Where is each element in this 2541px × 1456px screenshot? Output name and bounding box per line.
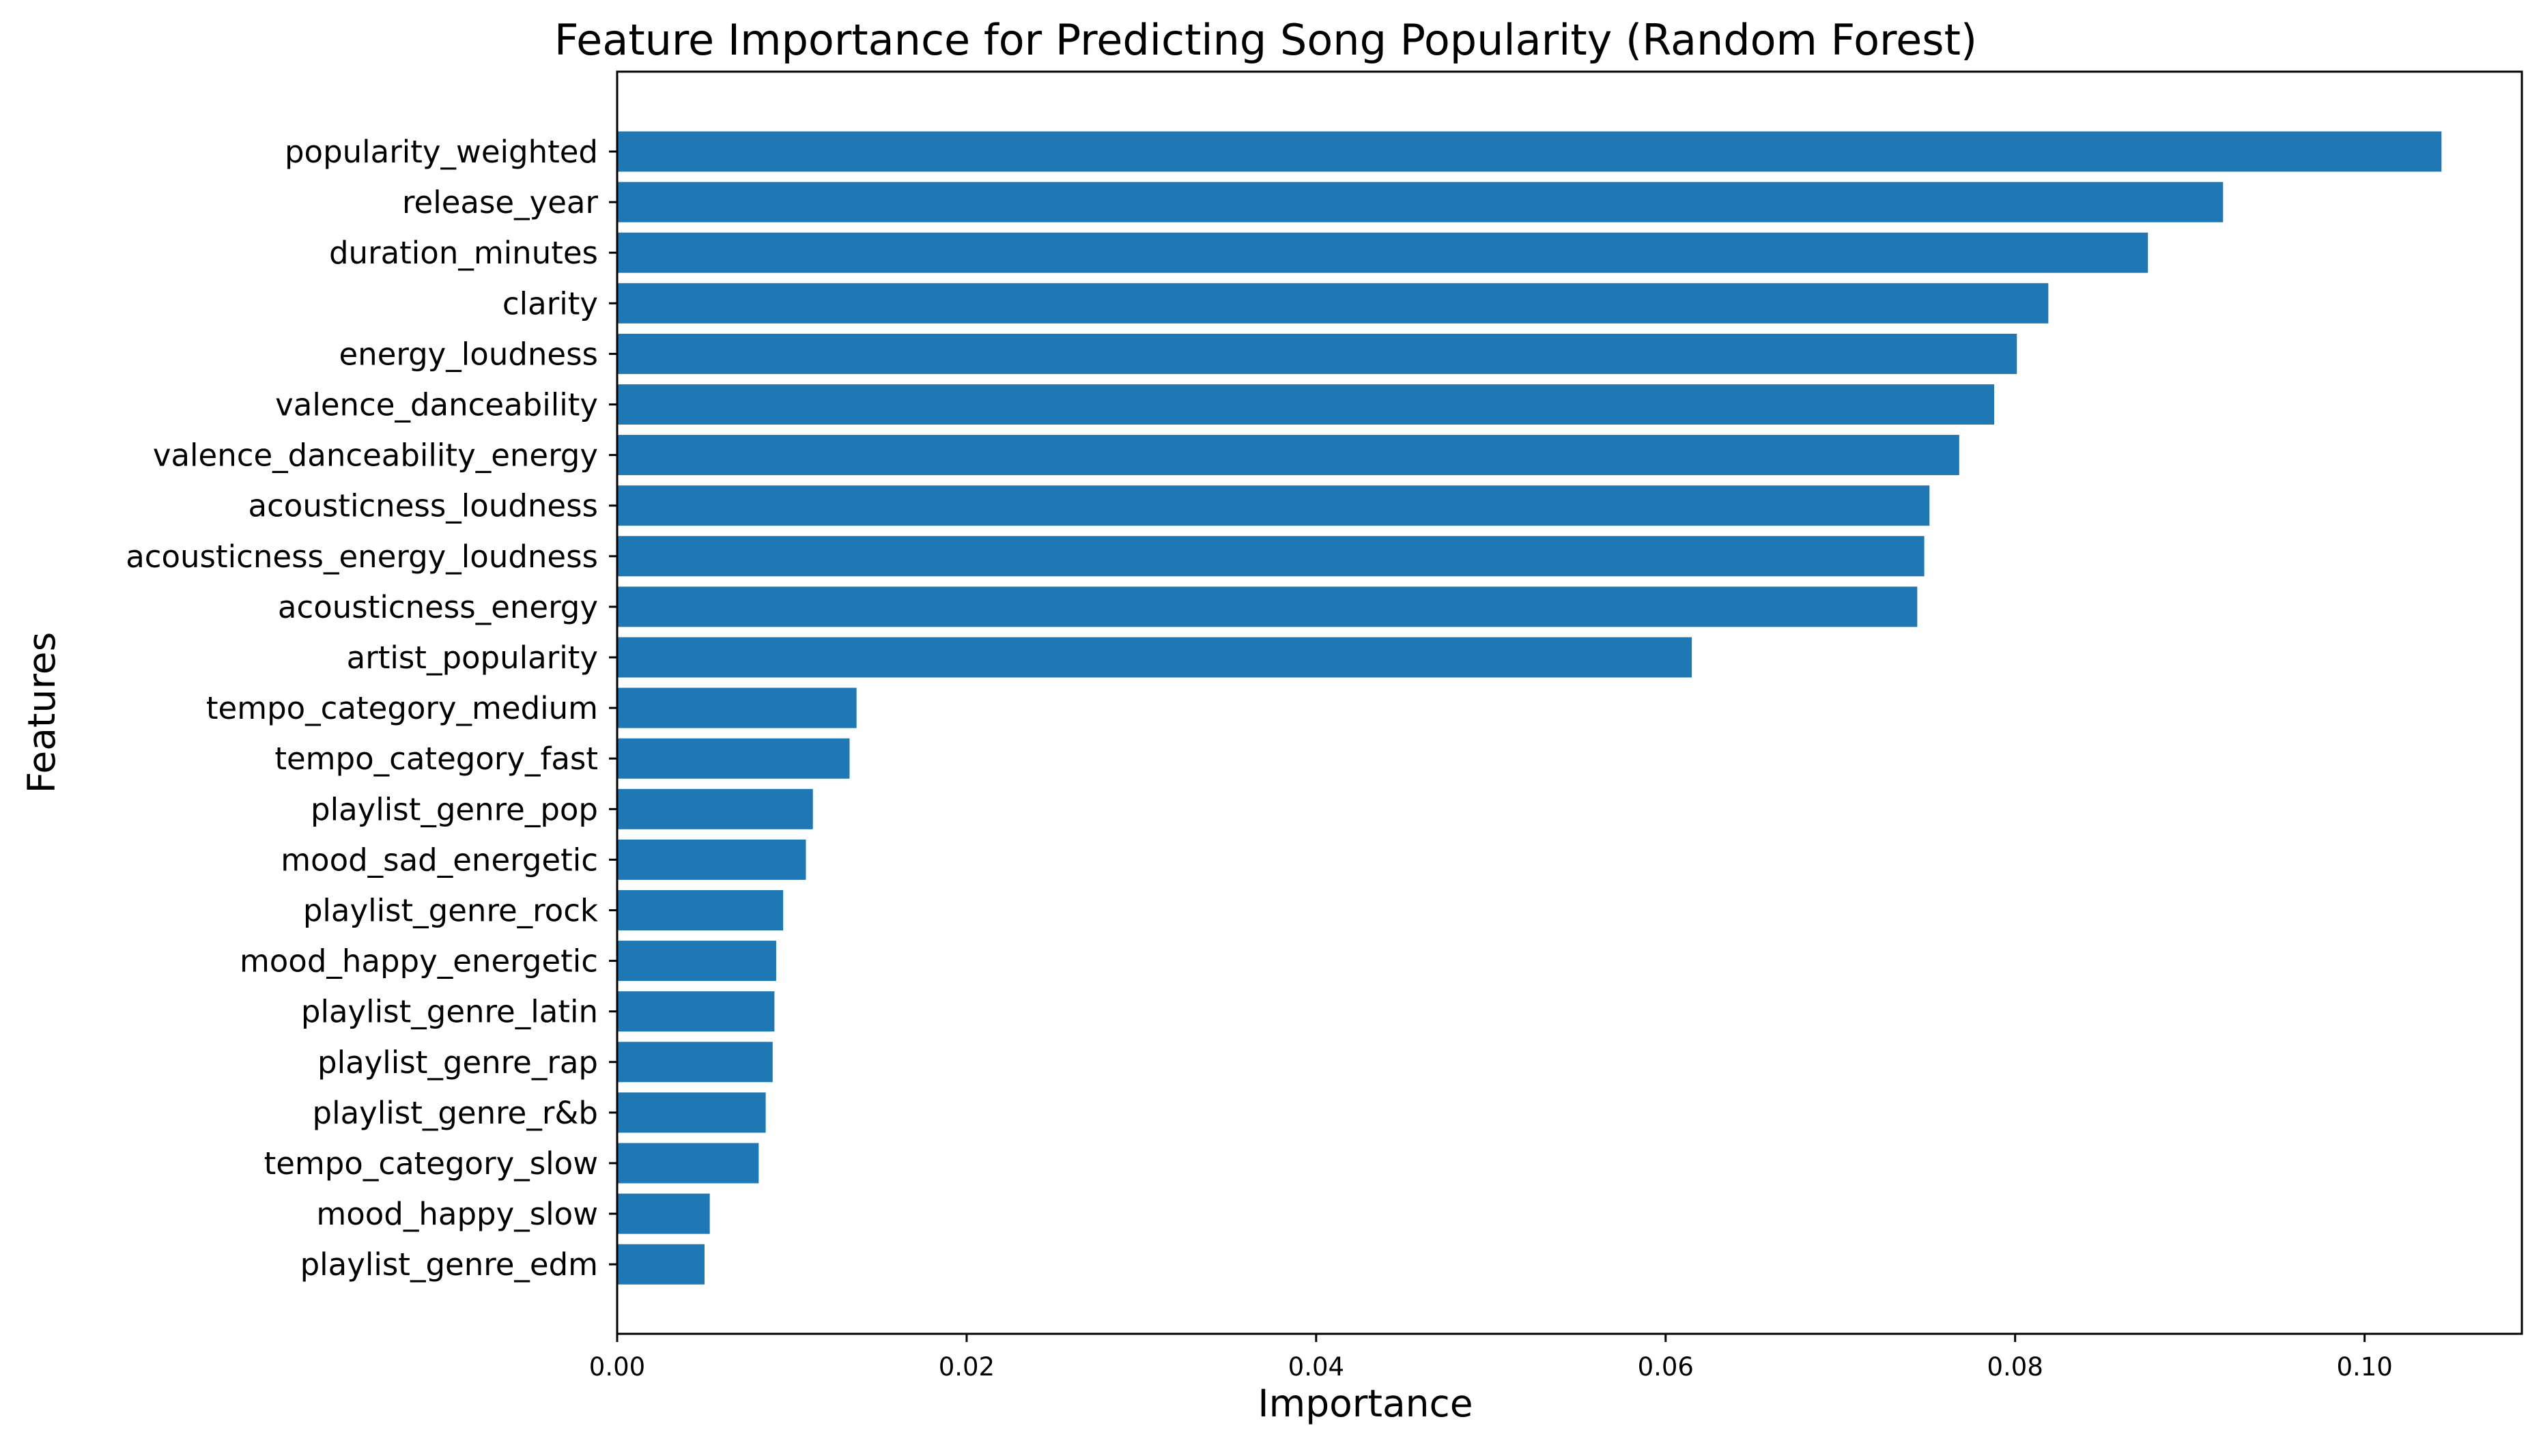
bar: [617, 890, 784, 930]
chart-title: Feature Importance for Predicting Song P…: [554, 15, 1977, 65]
y-tick-label: acousticness_energy: [278, 589, 598, 625]
y-tick-label: playlist_genre_latin: [301, 994, 598, 1030]
y-tick-label: playlist_genre_rock: [303, 893, 598, 929]
y-tick-label: release_year: [402, 184, 598, 220]
plot-area-frame: [616, 70, 2523, 1335]
y-tick-label: valence_danceability: [275, 387, 598, 423]
bar: [617, 839, 806, 880]
y-tick-label: playlist_genre_r&b: [313, 1095, 599, 1131]
bar: [617, 435, 1959, 476]
bar: [617, 1042, 773, 1083]
bar: [617, 536, 1925, 577]
bar: [617, 586, 1918, 627]
y-tick-label: duration_minutes: [329, 235, 598, 271]
x-tick-label: 0.08: [1987, 1352, 2043, 1382]
bar: [617, 1143, 759, 1184]
x-tick-label: 0.10: [2336, 1352, 2392, 1382]
y-tick-label: mood_happy_energetic: [240, 943, 598, 980]
x-axis-label: Importance: [1258, 1382, 1473, 1425]
bar: [617, 738, 850, 779]
bars-group: [617, 131, 2442, 1285]
bar: [617, 384, 1994, 425]
bar: [617, 991, 775, 1032]
bar: [617, 283, 2049, 324]
y-tick-label: playlist_genre_pop: [311, 791, 598, 827]
y-tick-label: valence_danceability_energy: [153, 438, 598, 474]
x-tick-label: 0.04: [1288, 1352, 1344, 1382]
x-tick-label: 0.06: [1638, 1352, 1694, 1382]
x-tick-label: 0.00: [589, 1352, 645, 1382]
x-axis-ticks: 0.00 0.02 0.04 0.06 0.08 0.10: [589, 1334, 2393, 1382]
y-tick-label: playlist_genre_edm: [300, 1246, 598, 1283]
x-tick-label: 0.02: [939, 1352, 995, 1382]
bar: [617, 687, 857, 728]
bar: [617, 941, 776, 982]
y-axis-label: Features: [20, 632, 63, 794]
y-axis-ticks: popularity_weighted release_year duration_…: [126, 134, 617, 1283]
bar: [617, 1193, 710, 1234]
y-tick-label: tempo_category_slow: [264, 1145, 598, 1182]
bar: [617, 485, 1930, 526]
y-tick-label: acousticness_energy_loudness: [126, 539, 598, 575]
bar: [617, 637, 1692, 678]
bar: [617, 131, 2442, 172]
y-tick-label: artist_popularity: [347, 640, 598, 676]
y-tick-label: popularity_weighted: [285, 134, 598, 170]
y-tick-label: clarity: [502, 285, 598, 322]
bar: [617, 232, 2148, 273]
y-tick-label: tempo_category_medium: [206, 690, 598, 726]
bar: [617, 788, 813, 829]
bar: [617, 333, 2017, 374]
y-tick-label: acousticness_loudness: [248, 488, 598, 524]
y-tick-label: mood_sad_energetic: [281, 842, 598, 878]
y-tick-label: tempo_category_fast: [274, 741, 598, 777]
y-tick-label: energy_loudness: [339, 336, 598, 372]
y-tick-label: mood_happy_slow: [316, 1196, 598, 1232]
bar: [617, 182, 2224, 223]
y-tick-label: playlist_genre_rap: [317, 1044, 598, 1081]
bar: [617, 1244, 705, 1285]
bar: [617, 1092, 766, 1133]
